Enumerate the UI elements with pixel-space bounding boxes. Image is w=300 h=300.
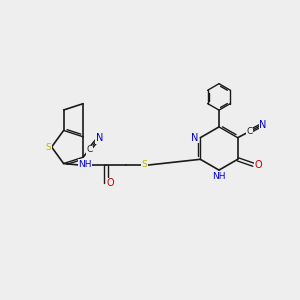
Text: S: S — [141, 160, 147, 169]
Text: NH: NH — [212, 172, 226, 181]
Text: N: N — [96, 134, 103, 143]
Text: C: C — [247, 127, 253, 136]
Text: O: O — [106, 178, 114, 188]
Text: C: C — [86, 145, 93, 154]
Text: S: S — [46, 142, 52, 152]
Text: NH: NH — [79, 160, 92, 169]
Text: N: N — [191, 133, 199, 143]
Text: N: N — [259, 120, 267, 130]
Text: O: O — [255, 160, 262, 170]
